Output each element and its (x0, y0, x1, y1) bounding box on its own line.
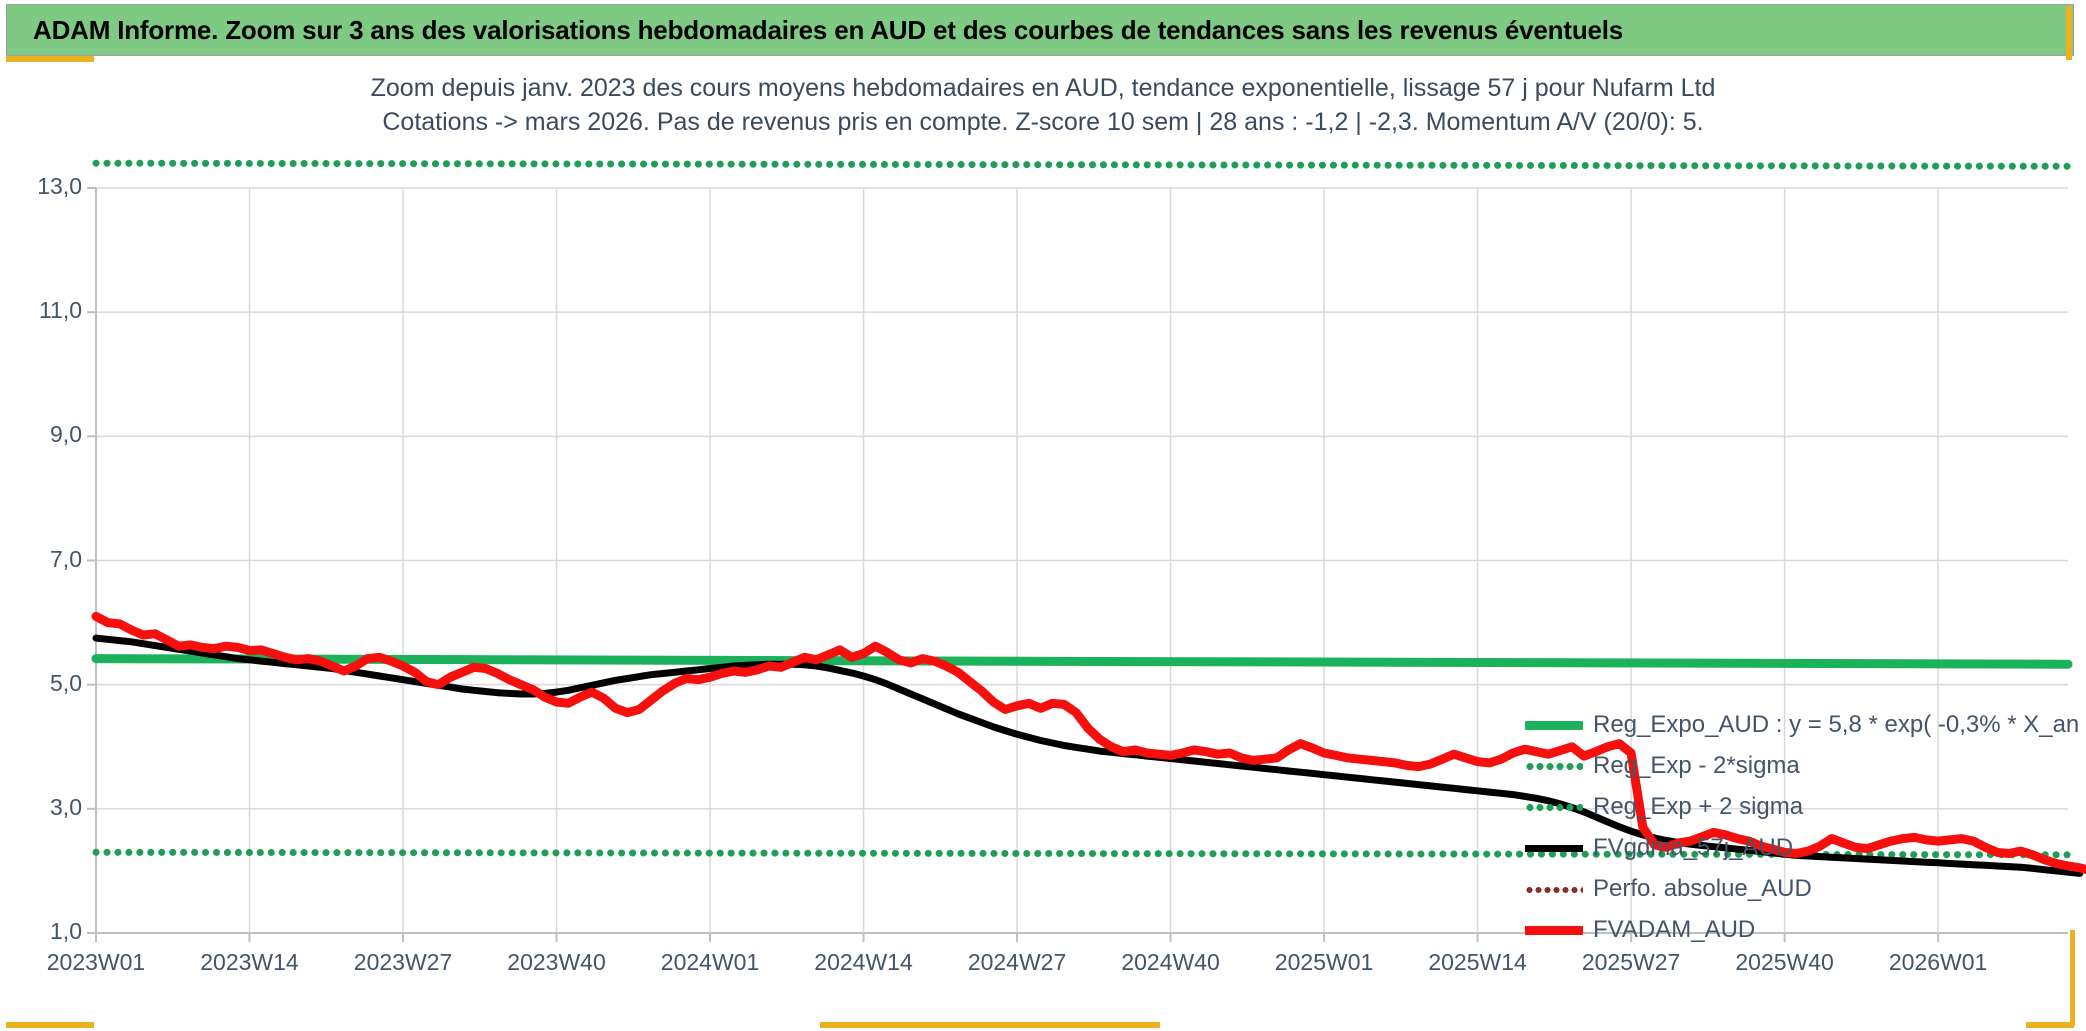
legend-item[interactable]: Reg_Exp - 2*sigma (1525, 745, 2065, 786)
header-banner: ADAM Informe. Zoom sur 3 ans des valoris… (6, 4, 2074, 56)
line-dotted-darkred-icon (1525, 879, 1583, 899)
series-layer (91, 159, 2086, 877)
y-axis-tick-label: 9,0 (50, 421, 82, 448)
x-axis-tick-label: 2024W27 (967, 949, 1067, 975)
plot-canvas (87, 159, 2086, 942)
line-solid-black-icon (1525, 838, 1583, 858)
chart-legend: Reg_Expo_AUD : y = 5,8 * exp( -0,3% * X_… (1525, 704, 2086, 950)
x-axis-tick-label: 2023W01 (46, 949, 146, 975)
legend-item-label: Reg_Expo_AUD : y = 5,8 * exp( -0,3% * X_… (1593, 710, 2086, 738)
chart-title-line1: Zoom depuis janv. 2023 des cours moyens … (370, 74, 1716, 102)
legend-item[interactable]: Perfo. absolue_AUD (1525, 868, 2065, 909)
legend-key-swatch (1525, 720, 1583, 730)
x-axis-tick-label: 2024W14 (814, 949, 913, 975)
series-line-reg_expo (91, 654, 2073, 669)
x-axis-tick-label: 2026W01 (1888, 949, 1988, 975)
legend-item-label: Reg_Exp + 2 sigma (1593, 792, 1804, 820)
line-solid-red-icon (1525, 920, 1583, 940)
series-line-reg_exp_plus_2sigma (92, 159, 2072, 170)
header-accent-right (2066, 6, 2072, 60)
legend-item[interactable]: FVADAM_AUD (1525, 909, 2065, 950)
legend-item-label: Perfo. absolue_AUD (1593, 874, 1812, 902)
chart-title: Zoom depuis janv. 2023 des cours moyens … (0, 72, 2086, 140)
x-axis-tick-label: 2023W40 (507, 949, 606, 975)
series-line-fvadam (91, 611, 2086, 875)
legend-item-label: FVADAM_AUD (1593, 915, 1756, 943)
x-axis-tick-label: 2025W01 (1274, 949, 1374, 975)
page-title: ADAM Informe. Zoom sur 3 ans des valoris… (33, 14, 1624, 45)
x-axis-tick-label: 2023W27 (353, 949, 453, 975)
chart-title-line2: Cotations -> mars 2026. Pas de revenus p… (382, 107, 1704, 136)
line-dotted-green-icon (1525, 756, 1583, 776)
legend-key-swatch (1525, 925, 1583, 935)
legend-item[interactable]: Reg_Exp + 2 sigma (1525, 786, 2065, 827)
legend-key-swatch (1525, 762, 1583, 770)
header-accent-left (6, 56, 94, 62)
chart-container: Zoom depuis janv. 2023 des cours moyens … (0, 56, 2086, 1031)
x-axis-tick-label: 2025W27 (1581, 949, 1681, 975)
legend-key-swatch (1525, 886, 1583, 893)
right-edge-accent (2070, 930, 2075, 1026)
y-axis-tick-label: 13,0 (37, 173, 82, 199)
x-axis-tick-label: 2025W14 (1428, 949, 1527, 975)
legend-key-swatch (1525, 844, 1583, 852)
y-axis-tick-label: 1,0 (50, 918, 82, 944)
legend-item-label: Reg_Exp - 2*sigma (1593, 751, 1800, 779)
legend-item-label: FVgdma_57j_AUD (1593, 833, 1794, 861)
line-dotted-green-icon (1525, 797, 1583, 817)
series-line-reg_exp_minus_2sigma (92, 848, 2072, 859)
x-axis-tick-label: 2024W01 (660, 949, 760, 975)
footer-accent-mid (820, 1022, 1160, 1028)
y-axis-tick-label: 3,0 (50, 793, 82, 820)
line-solid-green-icon (1525, 715, 1583, 735)
y-axis-tick-label: 11,0 (38, 297, 82, 324)
axes (87, 187, 2068, 942)
legend-key-swatch (1525, 803, 1583, 811)
y-axis-tick-label: 7,0 (50, 545, 82, 572)
x-axis-tick-label: 2025W40 (1735, 949, 1834, 975)
footer-accent-left (6, 1022, 94, 1028)
y-axis-tick-label: 5,0 (50, 669, 82, 696)
legend-item[interactable]: FVgdma_57j_AUD (1525, 827, 2065, 868)
footer-accent-right (2026, 1022, 2074, 1028)
x-axis-tick-label: 2023W14 (200, 949, 299, 975)
x-axis-tick-label: 2024W40 (1121, 949, 1220, 975)
legend-item[interactable]: Reg_Expo_AUD : y = 5,8 * exp( -0,3% * X_… (1525, 704, 2086, 745)
